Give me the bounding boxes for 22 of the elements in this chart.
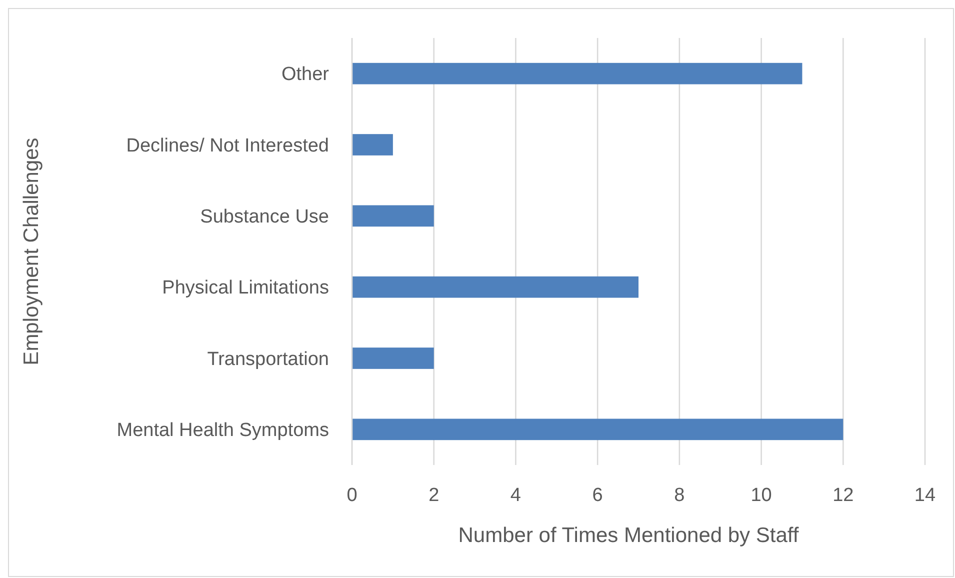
x-tick-label: 2: [428, 485, 440, 506]
x-tick-label: 14: [914, 485, 936, 506]
y-tick-label: Physical Limitations: [162, 278, 329, 299]
x-tick-label: 8: [674, 485, 685, 506]
y-tick-label: Substance Use: [200, 206, 329, 228]
bar: [352, 276, 638, 298]
x-tick-label: 4: [510, 485, 522, 506]
bar: [352, 62, 802, 84]
x-tick-label: 6: [592, 485, 603, 506]
bar: [352, 418, 844, 440]
x-tick-label: 0: [346, 485, 358, 506]
bar: [352, 348, 434, 369]
bar: [352, 134, 393, 156]
bar: [352, 205, 434, 227]
x-tick-label: 10: [750, 485, 772, 506]
y-tick-label: Other: [281, 64, 330, 86]
x-axis-title: Number of Times Mentioned by Staff: [458, 524, 799, 547]
y-tick-label: Transportation: [207, 348, 329, 370]
x-tick-label: 12: [832, 485, 854, 506]
y-tick-label: Mental Health Symptoms: [116, 420, 329, 442]
y-tick-label: Declines/ Not Interested: [126, 135, 329, 156]
y-axis-title: Employment Challenges: [20, 138, 43, 366]
